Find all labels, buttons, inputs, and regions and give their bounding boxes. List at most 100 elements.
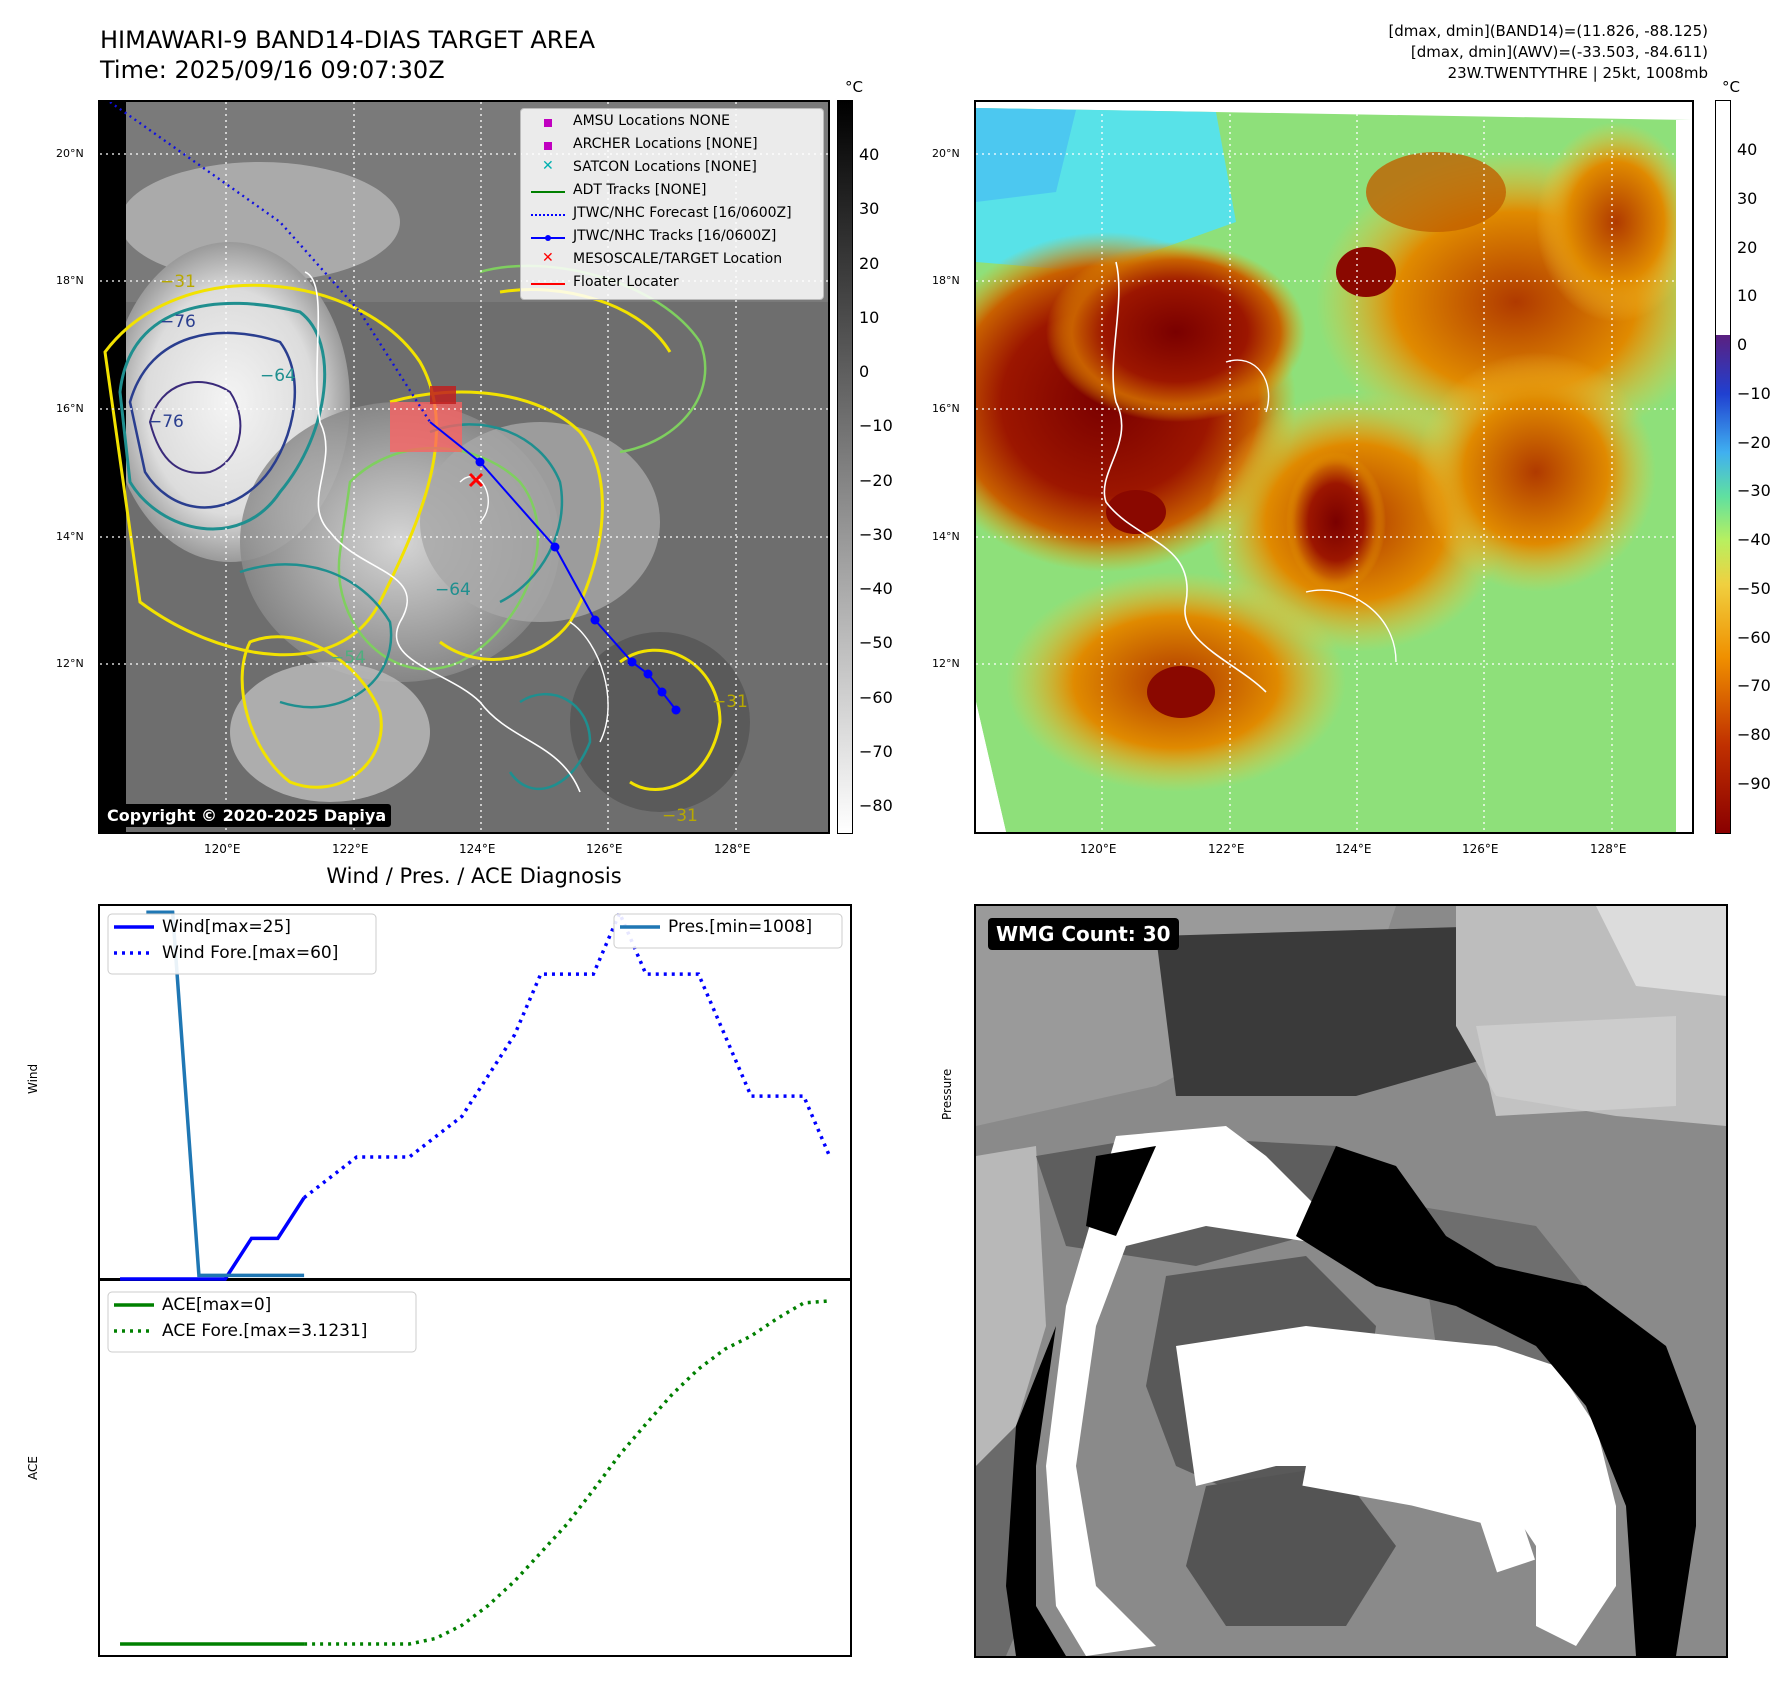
legend-entry: ARCHER Locations [NONE] xyxy=(527,136,817,156)
lon-tick-label: 126°E xyxy=(1462,842,1499,856)
lat-tick-label: 16°N xyxy=(56,402,84,415)
lat-tick-label: 12°N xyxy=(932,657,960,670)
awv-colorbar-tick: −50 xyxy=(1737,578,1771,598)
legend-symbol xyxy=(531,277,565,291)
legend-label: Wind Fore.[max=60] xyxy=(162,943,338,963)
chart-legend xyxy=(107,1291,417,1353)
awv-colorbar-tick: 40 xyxy=(1737,140,1758,159)
chart-legend xyxy=(107,913,377,975)
series-line xyxy=(303,908,832,1200)
legend-symbol xyxy=(531,208,565,222)
diagnosis-chart: 20304050601008.01008.21008.41008.61008.8… xyxy=(53,904,916,1658)
wmg-image xyxy=(976,906,1726,1656)
contour-label: −31 xyxy=(662,806,698,826)
legend-label: JTWC/NHC Tracks [16/0600Z] xyxy=(573,228,777,244)
lon-tick-label: 124°E xyxy=(1335,842,1372,856)
legend-symbol: ✕ xyxy=(542,158,554,174)
ir-colorbar-tick: −10 xyxy=(859,416,893,436)
awv-colorbar-tick: 0 xyxy=(1737,335,1748,355)
legend-entry: ✕ SATCON Locations [NONE] xyxy=(527,158,817,179)
map-title-line1: HIMAWARI-9 BAND14-DIAS TARGET AREA xyxy=(100,26,596,54)
ace-axis-label: ACE xyxy=(26,1456,40,1480)
legend-entry: JTWC/NHC Tracks [16/0600Z] xyxy=(527,228,817,248)
contour-label: −31 xyxy=(160,272,196,292)
legend-label: ADT Tracks [NONE] xyxy=(573,182,707,198)
diagnosis-title: Wind / Pres. / ACE Diagnosis xyxy=(326,864,622,888)
legend-symbol xyxy=(531,139,565,153)
lat-tick-label: 20°N xyxy=(932,147,960,160)
awv-map-panel xyxy=(974,100,1694,834)
lon-tick-label: 128°E xyxy=(1590,842,1627,856)
legend-label: MESOSCALE/TARGET Location xyxy=(573,251,783,267)
contour-label: −64 xyxy=(435,580,471,600)
lat-tick-label: 20°N xyxy=(56,147,84,160)
ir-map-panel: −76 −64 −76 −64 −54 −31 −31 −31 AMSU Loc… xyxy=(98,100,830,834)
series-line xyxy=(120,1196,306,1281)
legend-entry: Floater Locater xyxy=(527,274,817,294)
lon-tick-label: 124°E xyxy=(459,842,496,856)
info-band14: [dmax, dmin](BAND14)=(11.826, -88.125) xyxy=(1388,22,1708,40)
legend-label: Wind[max=25] xyxy=(162,917,291,937)
map-title-line2: Time: 2025/09/16 09:07:30Z xyxy=(100,56,445,84)
ir-colorbar xyxy=(837,100,853,834)
wmg-panel: WMG Count: 30 xyxy=(974,904,1728,1658)
contour-label: −76 xyxy=(148,412,184,432)
lon-tick-label: 128°E xyxy=(714,842,751,856)
lat-tick-label: 16°N xyxy=(932,402,960,415)
awv-map-image xyxy=(976,102,1692,832)
ir-colorbar-tick: −60 xyxy=(859,687,893,707)
legend-label: ACE Fore.[max=3.1231] xyxy=(162,1321,367,1341)
info-storm: 23W.TWENTYTHRE | 25kt, 1008mb xyxy=(1447,64,1708,82)
ir-colorbar-tick: 20 xyxy=(859,253,880,273)
awv-colorbar-unit: °C xyxy=(1722,78,1740,96)
ir-colorbar-tick: 30 xyxy=(859,199,880,219)
awv-colorbar-tick: −90 xyxy=(1737,774,1771,793)
legend-label: ARCHER Locations [NONE] xyxy=(573,136,758,152)
awv-colorbar-tick: −40 xyxy=(1737,530,1771,550)
legend-symbol xyxy=(531,231,565,245)
wind-axis-label: Wind xyxy=(26,1063,40,1094)
lon-tick-label: 122°E xyxy=(1208,842,1245,856)
lon-tick-label: 122°E xyxy=(332,842,369,856)
copyright-label: Copyright © 2020-2025 Dapiya xyxy=(102,804,392,827)
target-location-marker xyxy=(468,472,484,488)
diagnosis-svg: 20304050601008.01008.21008.41008.61008.8… xyxy=(53,904,916,1657)
lon-tick-label: 120°E xyxy=(1080,842,1117,856)
awv-colorbar-tick: 20 xyxy=(1737,237,1758,257)
awv-colorbar-tick: 10 xyxy=(1737,286,1758,306)
lat-tick-label: 12°N xyxy=(56,657,84,670)
jtwc-track-points xyxy=(475,457,681,715)
ir-colorbar-tick: −40 xyxy=(859,579,893,598)
legend-label: SATCON Locations [NONE] xyxy=(573,159,757,175)
legend-label: ACE[max=0] xyxy=(162,1295,271,1315)
chart-legend xyxy=(613,913,843,949)
legend-symbol xyxy=(531,185,565,199)
ir-colorbar-tick: −80 xyxy=(859,796,893,815)
legend-entry: ✕ MESOSCALE/TARGET Location xyxy=(527,250,817,271)
ir-colorbar-tick: −70 xyxy=(859,741,893,761)
awv-colorbar-tick: 30 xyxy=(1737,188,1758,208)
info-awv: [dmax, dmin](AWV)=(-33.503, -84.611) xyxy=(1410,43,1708,61)
legend-entry: ADT Tracks [NONE] xyxy=(527,182,817,202)
ir-colorbar-unit: °C xyxy=(845,78,863,96)
awv-colorbar-tick: −60 xyxy=(1737,627,1771,647)
ir-colorbar-tick: 40 xyxy=(859,145,880,164)
contour-label: −31 xyxy=(712,692,748,712)
awv-colorbar-tick: −30 xyxy=(1737,481,1771,501)
wmg-count-label: WMG Count: 30 xyxy=(988,918,1179,950)
awv-colorbar-tick: −70 xyxy=(1737,676,1771,696)
legend-entry: AMSU Locations NONE xyxy=(527,113,817,133)
awv-colorbar-tick: −10 xyxy=(1737,383,1771,403)
legend-label: AMSU Locations NONE xyxy=(573,113,731,129)
legend-entry: JTWC/NHC Forecast [16/0600Z] xyxy=(527,205,817,225)
ir-colorbar-tick: −50 xyxy=(859,633,893,653)
contour-label: −76 xyxy=(160,312,196,332)
legend-label: Pres.[min=1008] xyxy=(668,917,812,937)
contour-label: −64 xyxy=(260,366,296,386)
awv-colorbar xyxy=(1715,100,1731,834)
contour-label: −54 xyxy=(330,648,366,668)
legend-label: JTWC/NHC Forecast [16/0600Z] xyxy=(573,205,792,221)
awv-colorbar-tick: −20 xyxy=(1737,432,1771,452)
legend-symbol xyxy=(531,116,565,130)
lat-tick-label: 14°N xyxy=(932,530,960,543)
